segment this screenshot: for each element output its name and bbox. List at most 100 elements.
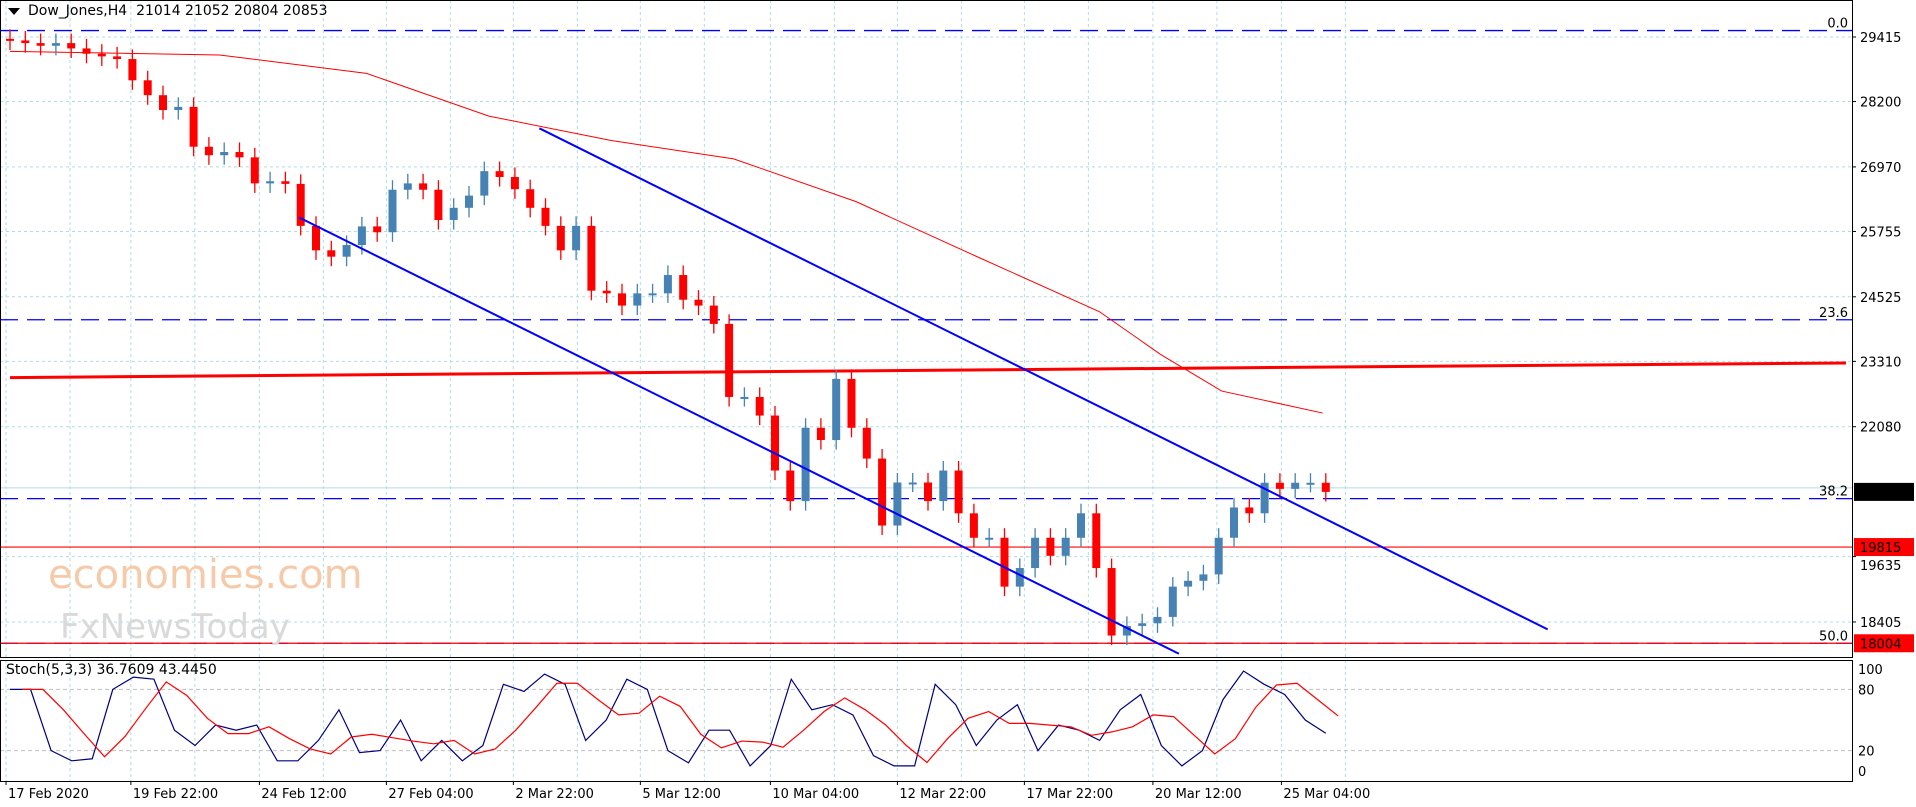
main-panel-border (0, 0, 1853, 658)
candle (572, 216, 581, 260)
candle-body (1046, 537, 1055, 556)
time-label: 20 Mar 12:00 (1155, 787, 1242, 802)
candle-body (679, 275, 688, 300)
candle-body (357, 226, 366, 246)
candle-body (572, 225, 581, 251)
candle-body (939, 470, 948, 502)
candle-body (1015, 568, 1024, 587)
candle (1015, 558, 1024, 597)
candle-body (419, 183, 428, 190)
candle-body (1122, 625, 1131, 636)
price-tick-label: 23310 (1860, 355, 1901, 370)
candle (434, 180, 443, 230)
candle (480, 161, 489, 206)
time-label: 12 Mar 22:00 (899, 787, 986, 802)
current-price-label-bg (1854, 482, 1914, 501)
candle-body (159, 95, 167, 111)
candle-body (327, 250, 336, 257)
candle (847, 369, 856, 438)
candle (1168, 577, 1177, 627)
stoch-k-line (10, 670, 1327, 767)
price-tick-label: 18405 (1860, 616, 1901, 631)
price-tick-label: 22080 (1860, 421, 1901, 436)
fib-level-label: 38.2 (1819, 485, 1848, 500)
candle-body (373, 226, 382, 233)
time-label: 2 Mar 22:00 (515, 787, 594, 802)
candle-body (832, 378, 841, 440)
price-tick-label: 24525 (1860, 291, 1901, 306)
candle (204, 137, 213, 165)
candle-body (1184, 580, 1193, 587)
level-price-label-bg (1854, 538, 1914, 557)
candle (1291, 473, 1300, 499)
candle-body (342, 245, 351, 257)
candle (143, 70, 152, 105)
ohlc-values: 21014 21052 20804 20853 (136, 3, 328, 19)
candle-body (1291, 482, 1300, 489)
dropdown-triangle-icon[interactable] (8, 7, 20, 15)
stoch-tick-label: 0 (1858, 765, 1866, 780)
candle-body (449, 207, 458, 221)
candle-body (510, 176, 519, 190)
candle (189, 97, 198, 157)
candle-body (694, 299, 703, 306)
candle (1077, 503, 1085, 548)
fib-level-label: 0.0 (1827, 17, 1848, 32)
candle (1107, 558, 1116, 646)
level-price-label: 18004 (1860, 637, 1901, 652)
candle (1153, 607, 1162, 633)
time-label: 19 Feb 22:00 (133, 787, 218, 802)
candle-body (235, 152, 244, 158)
candle (801, 418, 810, 511)
candle (1092, 503, 1101, 578)
candle-body (908, 482, 917, 485)
candle-body (1138, 623, 1147, 626)
candle (709, 296, 718, 334)
candle (954, 460, 963, 523)
time-label: 27 Feb 04:00 (388, 787, 473, 802)
candle (449, 198, 458, 230)
candle-body (51, 43, 60, 46)
stoch-header: Stoch(5,3,3) 36.7609 43.4450 (6, 662, 217, 678)
candle-body (1214, 537, 1223, 575)
candle-body (985, 537, 994, 540)
stoch-plot (0, 660, 1852, 781)
candle (1214, 528, 1223, 584)
candle-body (878, 458, 887, 526)
candle (6, 29, 14, 51)
candle (893, 472, 902, 536)
time-label: 25 Mar 04:00 (1283, 787, 1370, 802)
candle-body (220, 152, 229, 156)
candle-body (296, 183, 305, 226)
candle (939, 460, 948, 511)
candle-body (128, 59, 137, 81)
candle (663, 265, 672, 303)
candle-body (1061, 537, 1070, 556)
candle (1046, 528, 1055, 566)
candle-body (816, 427, 825, 440)
candle (526, 179, 535, 218)
candle (281, 171, 290, 194)
candle (128, 49, 137, 90)
candle (51, 33, 60, 56)
candle (465, 186, 473, 218)
candle (312, 216, 320, 260)
candle (1306, 473, 1315, 493)
price-tick-label: 29415 (1860, 31, 1901, 46)
resistance-line (9, 361, 1847, 380)
fib-level-label: 23.6 (1819, 306, 1848, 321)
candle (67, 33, 76, 58)
candle (1031, 528, 1040, 578)
candle-body (1168, 586, 1177, 617)
candle-body (388, 189, 397, 233)
candle-body (954, 470, 963, 514)
candle-body (541, 207, 550, 226)
candle (679, 265, 688, 310)
candle (1230, 497, 1238, 548)
candle-body (801, 427, 810, 502)
candle-body (403, 183, 412, 190)
level-price-label-bg (1854, 634, 1914, 653)
candle-body (1245, 507, 1254, 514)
candle (541, 198, 550, 236)
